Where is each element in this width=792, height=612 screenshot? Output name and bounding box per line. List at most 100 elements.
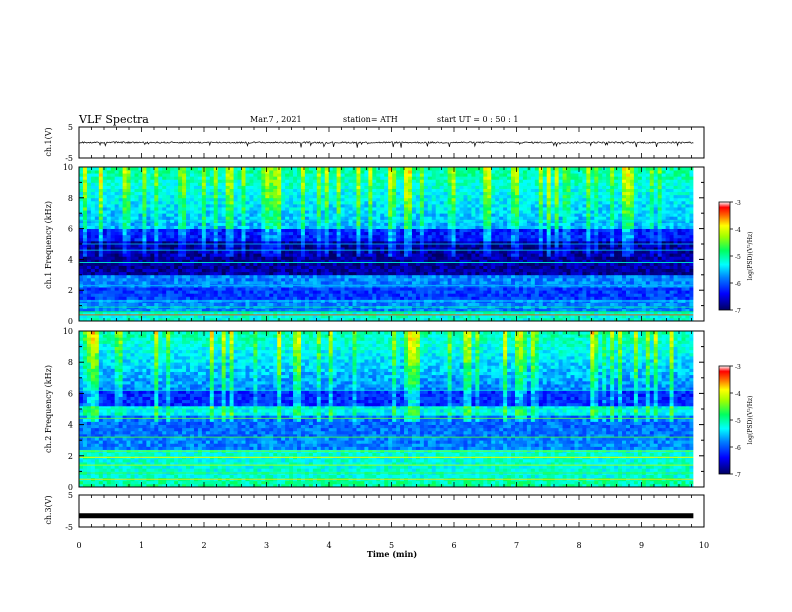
- spectrogram-cell: [404, 271, 409, 276]
- spectrogram-cell: [503, 250, 508, 254]
- spectrogram-cell: [312, 244, 318, 248]
- spectrogram-cell: [320, 240, 326, 245]
- spectrogram-cell: [257, 287, 262, 291]
- spectrogram-cell: [407, 225, 413, 229]
- spectrogram-cell: [526, 268, 532, 273]
- spectrogram-cell: [94, 240, 100, 245]
- spectrogram-cell: [479, 293, 484, 297]
- spectrogram-cell: [102, 237, 108, 242]
- spectrogram-cell: [118, 234, 123, 239]
- spectrogram-cell: [598, 311, 603, 316]
- spectrogram-cell: [138, 293, 143, 297]
- spectrogram-cell: [411, 253, 417, 257]
- spectrogram-cell: [435, 317, 441, 322]
- spectrogram-cell: [94, 234, 100, 239]
- spectrogram-cell: [217, 253, 223, 257]
- spectrogram-cell: [241, 253, 246, 257]
- spectrogram-cell: [590, 287, 595, 291]
- spectrogram-cell: [483, 268, 488, 273]
- spectrogram-cell: [404, 250, 409, 254]
- spectrogram-cell: [293, 317, 298, 322]
- spectrogram-cell: [459, 271, 464, 276]
- spectrogram-cell: [217, 265, 223, 270]
- spectrogram-cell: [483, 262, 488, 266]
- spectrogram-cell: [344, 274, 349, 279]
- spectrogram-cell: [622, 256, 627, 260]
- spectrogram-cell: [427, 302, 433, 306]
- spectrogram-cell: [491, 311, 496, 316]
- spectrogram-cell: [610, 262, 615, 266]
- spectrogram-cell: [566, 317, 571, 322]
- spectrogram-cell: [241, 290, 246, 294]
- spectrogram-cell: [273, 271, 278, 276]
- spectrogram-cell: [526, 308, 532, 313]
- spectrogram-cell: [400, 231, 405, 236]
- spectrogram-cell: [297, 244, 302, 248]
- spectrogram-cell: [463, 247, 468, 251]
- spectrogram-cell: [649, 237, 655, 242]
- spectrogram-cell: [415, 280, 421, 285]
- spectrogram-cell: [297, 256, 302, 260]
- spectrogram-cell: [479, 253, 484, 257]
- spectrogram-cell: [455, 317, 460, 322]
- spectrogram-cell: [138, 314, 143, 319]
- spectrogram-cell: [491, 253, 496, 257]
- spectrogram-cell: [368, 271, 373, 276]
- spectrogram-cell: [653, 268, 659, 273]
- spectrogram-cell: [376, 317, 381, 322]
- spectrogram-cell: [332, 274, 338, 279]
- spectrogram-cell: [614, 262, 619, 266]
- spectrogram-cell: [265, 265, 270, 270]
- spectrogram-cell: [150, 277, 155, 282]
- spectrogram-cell: [324, 262, 330, 266]
- spectrogram-cell: [142, 228, 147, 233]
- spectrogram-cell: [344, 253, 349, 257]
- spectrogram-cell: [221, 308, 227, 313]
- spectrogram-cell: [507, 247, 512, 251]
- spectrogram-cell: [178, 262, 183, 266]
- spectrogram-cell: [170, 253, 175, 257]
- spectrogram-cell: [431, 237, 437, 242]
- spectrogram-cell: [578, 237, 583, 242]
- spectrogram-cell: [487, 244, 492, 248]
- spectrogram-cell: [499, 308, 504, 313]
- spectrogram-cell: [407, 290, 413, 294]
- spectrogram-cell: [637, 225, 643, 229]
- spectrogram-cell: [86, 265, 92, 270]
- spectrogram-cell: [229, 225, 234, 229]
- spectrogram-cell: [197, 308, 203, 313]
- spectrogram-cell: [629, 240, 635, 245]
- spectrogram-cell: [598, 308, 603, 313]
- spectrogram-cell: [435, 296, 441, 300]
- spectrogram-cell: [201, 222, 207, 226]
- spectrogram-cell: [372, 244, 377, 248]
- spectrogram-cell: [380, 277, 385, 282]
- spectrogram-cell: [312, 311, 318, 316]
- spectrogram-cell: [138, 280, 143, 285]
- spectrogram-cell: [542, 277, 548, 282]
- spectrogram-cell: [189, 268, 195, 273]
- spectrogram-cell: [308, 290, 314, 294]
- spectrogram-cell: [610, 311, 615, 316]
- spectrogram-cell: [574, 237, 579, 242]
- spectrogram-cell: [459, 268, 464, 273]
- spectrogram-cell: [154, 317, 159, 322]
- start-time-label: start UT = 0 : 50 : 1: [437, 115, 518, 124]
- spectrogram-cell: [467, 317, 472, 322]
- spectrogram-cell: [225, 271, 231, 276]
- spectrogram-cell: [550, 317, 556, 322]
- spectrogram-cell: [657, 228, 663, 233]
- spectrogram-cell: [530, 274, 536, 279]
- spectrogram-cell: [550, 265, 556, 270]
- spectrogram-cell: [178, 253, 183, 257]
- spectrogram-cell: [594, 317, 599, 322]
- spectrogram-cell: [162, 277, 167, 282]
- spectrogram-cell: [419, 256, 425, 260]
- spectrogram-cell: [265, 287, 270, 291]
- spectrogram-cell: [629, 296, 635, 300]
- spectrogram-cell: [677, 231, 682, 236]
- spectrogram-cell: [515, 280, 520, 285]
- spectrogram-cell: [392, 250, 397, 254]
- spectrogram-cell: [459, 277, 464, 282]
- spectrogram-cell: [435, 268, 441, 273]
